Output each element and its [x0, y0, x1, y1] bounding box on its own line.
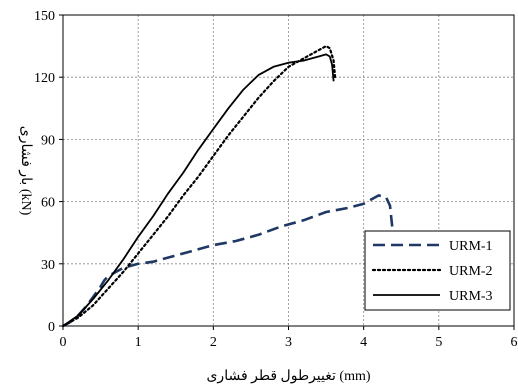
x-tick-label: 4	[360, 335, 367, 350]
legend-label-urm-2: URM-2	[449, 264, 493, 279]
y-tick-label: 0	[48, 320, 55, 335]
grid	[63, 15, 514, 326]
series-layer	[61, 44, 394, 328]
legend-label-urm-3: URM-3	[449, 289, 493, 304]
y-tick-label: 120	[34, 71, 55, 86]
y-tick-label: 90	[41, 133, 55, 148]
x-tick-label: 0	[60, 335, 67, 350]
x-tick-label: 5	[435, 335, 442, 350]
y-axis-title: بار فشاری (kN)	[18, 126, 33, 216]
legend-label-urm-1: URM-1	[449, 239, 493, 254]
x-tick-label: 1	[135, 335, 142, 350]
x-tick-label: 3	[285, 335, 292, 350]
y-tick-label: 30	[41, 258, 55, 273]
series-line-urm-3	[62, 53, 335, 327]
y-tick-label: 60	[41, 196, 55, 211]
legend: URM-1 URM-2 URM-3	[364, 230, 511, 311]
x-tick-label: 2	[210, 335, 217, 350]
series-line-urm-1	[62, 194, 394, 328]
x-axis-title: تغییرطول قطر فشاری (mm)	[206, 369, 370, 384]
series-line-urm-2	[61, 44, 337, 328]
y-tick-label: 150	[34, 9, 55, 24]
x-tick-label: 6	[511, 335, 518, 350]
